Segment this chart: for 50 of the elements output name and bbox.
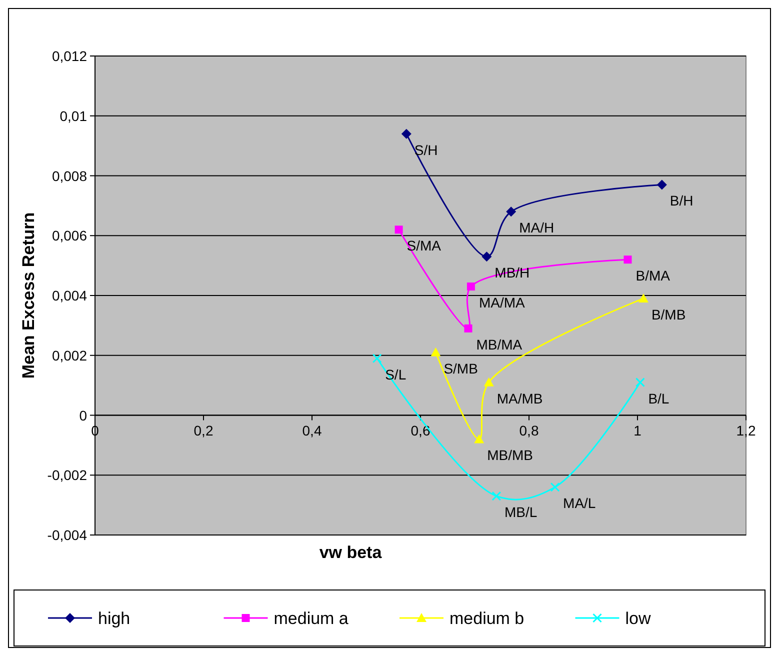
annotation: MB/MA [476, 336, 523, 352]
annotation: MB/L [504, 504, 538, 520]
y-tick-label: 0,004 [52, 288, 88, 304]
y-tick-label: 0 [79, 407, 88, 424]
point [484, 377, 494, 386]
x-tick-label: 0,2 [194, 422, 214, 438]
point [492, 491, 502, 501]
legend-label: low [625, 609, 652, 628]
point [474, 434, 484, 444]
point [482, 252, 492, 262]
point [635, 378, 645, 388]
point [550, 482, 560, 492]
annotation: B/H [670, 192, 694, 209]
y-tick-label: 0,008 [52, 168, 88, 184]
annotation: MA/MA [478, 294, 526, 311]
legend-label: medium b [450, 609, 524, 628]
legend-label: medium a [274, 609, 349, 628]
y-tick-label: 0,006 [52, 228, 88, 244]
point [394, 226, 403, 234]
point [372, 354, 382, 364]
y-tick-label: 0,012 [52, 48, 88, 64]
point [638, 293, 648, 302]
x-tick-label: 0,8 [519, 422, 539, 438]
x-tick-label: 1,2 [736, 422, 756, 438]
y-tick-label: 0,002 [52, 347, 88, 364]
point [506, 206, 516, 217]
y-tick-label: 0,01 [60, 108, 88, 124]
annotation: B/MB [651, 306, 686, 322]
annotation: B/L [648, 390, 670, 406]
x-tick-label: 0,6 [410, 422, 430, 438]
y-tick-label: -0,002 [47, 467, 88, 484]
point [624, 256, 632, 264]
annotation: MA/MB [496, 390, 543, 406]
annotation: MA/L [563, 495, 596, 512]
point [466, 282, 475, 291]
point [401, 128, 412, 139]
annotation: MA/H [519, 220, 554, 236]
annotation: S/MB [444, 360, 478, 376]
y-tick-label: -0,004 [47, 527, 88, 543]
x-tick-label: 0,4 [302, 422, 322, 438]
annotation: S/H [414, 142, 438, 158]
annotation: MB/MB [487, 447, 533, 464]
point [656, 180, 667, 190]
point [464, 324, 472, 332]
x-tick-label: 1 [634, 422, 642, 438]
y-axis-title: Mean Excess Return [19, 212, 38, 379]
x-axis-title: vw beta [319, 543, 382, 562]
point [430, 347, 441, 356]
legend-label: high [98, 609, 130, 628]
annotation: B/MA [636, 268, 671, 284]
